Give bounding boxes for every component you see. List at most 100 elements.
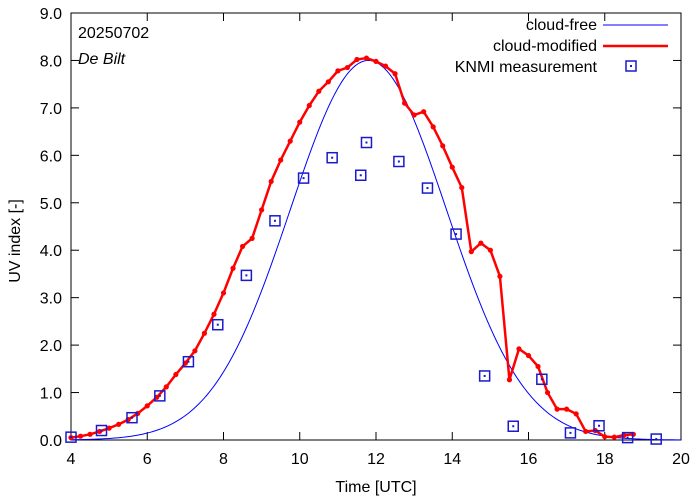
knmi-square-dot [273,219,276,222]
knmi-square [240,269,253,282]
point-cloud-modified [201,330,208,336]
x-tick-label: 8 [219,451,228,468]
knmi-square [154,390,166,402]
x-tick-label: 4 [67,451,76,468]
point-cloud-modified [401,100,408,106]
point-cloud-modified [382,63,389,69]
point-cloud-modified [468,249,474,255]
series-line-cloud-modified [70,56,634,439]
point-cloud-modified [459,184,465,191]
knmi-square-dot [187,360,190,363]
knmi-square [65,431,77,443]
point-cloud-modified [297,119,303,125]
knmi-square-dot [158,394,161,397]
y-axis-ticks: 0.0 1.0 2.0 3.0 4.0 5.0 6.0 7.0 8.0 9.0 [40,6,681,450]
legend-swatch-knmi-dot [630,65,632,67]
knmi-square-dot [100,429,103,432]
point-cloud-modified [573,411,579,417]
point-cloud-modified [421,109,427,115]
point-knmi-measurement [564,427,577,439]
point-knmi-measurement [421,182,434,194]
knmi-square-dot [245,274,248,277]
knmi-square-dot [302,177,305,180]
point-cloud-modified [611,434,617,440]
point-knmi-measurement [126,411,138,424]
x-tick-label: 6 [143,451,152,468]
point-cloud-modified [354,56,360,63]
point-knmi-measurement [297,172,310,184]
knmi-square-dot [397,160,400,163]
point-knmi-measurement [478,370,491,382]
point-cloud-modified [325,79,331,85]
point-cloud-modified [268,178,274,185]
point-cloud-modified [544,389,551,396]
point-cloud-modified [211,311,217,317]
knmi-square [212,318,224,331]
point-knmi-measurement [507,420,519,432]
knmi-square [126,411,138,424]
point-cloud-modified [192,348,198,354]
x-tick-label: 16 [520,451,538,468]
legend: cloud-free cloud-modified KNMI measureme… [455,17,668,76]
knmi-square-dot [455,233,458,236]
knmi-square [182,355,195,368]
point-knmi-measurement [650,433,662,445]
point-cloud-modified [278,157,284,163]
y-tick-label: 2.0 [40,338,62,355]
point-cloud-modified [392,71,398,77]
point-cloud-modified [249,235,255,241]
point-cloud-modified [411,112,417,118]
y-tick-label: 4.0 [40,243,62,260]
point-cloud-modified [497,273,503,279]
legend-label-cloud-modified: cloud-modified [493,38,597,55]
point-cloud-modified [506,377,513,383]
knmi-square-dot [540,378,543,381]
legend-label-knmi-measurement: KNMI measurement [455,59,598,76]
y-tick-label: 5.0 [40,196,62,213]
y-axis-title: UV index [-] [7,199,24,283]
knmi-square-dot [426,187,429,190]
point-knmi-measurement [536,373,548,386]
knmi-square [536,373,548,386]
point-cloud-modified [287,138,293,144]
point-cloud-modified [259,207,265,213]
point-cloud-modified [535,363,541,370]
knmi-square-dot [626,436,629,439]
y-tick-label: 1.0 [40,386,62,403]
series-layer [65,55,682,445]
point-cloud-modified [487,247,493,253]
knmi-square [393,155,405,168]
knmi-square [478,370,491,382]
point-cloud-modified [430,124,436,130]
knmi-square [360,136,373,149]
plot-border [70,12,682,441]
x-tick-label: 14 [443,451,461,468]
point-cloud-modified [116,421,122,427]
legend-swatch-knmi-measurement [625,60,637,72]
y-tick-label: 0.0 [40,433,62,450]
y-tick-label: 7.0 [40,101,62,118]
point-cloud-modified [239,243,246,250]
knmi-square-dot [70,436,72,439]
knmi-square-dot [569,431,572,434]
knmi-square [621,431,634,444]
knmi-square [650,433,662,445]
point-knmi-measurement [95,424,108,437]
point-knmi-measurement [269,215,281,227]
point-knmi-measurement [65,431,77,443]
knmi-square-dot [655,438,658,441]
knmi-square-dot [483,374,486,377]
x-axis-title: Time [UTC] [335,479,416,496]
point-cloud-modified [230,265,236,271]
point-cloud-modified [525,352,532,359]
legend-label-cloud-free: cloud-free [526,17,597,34]
point-knmi-measurement [212,318,224,331]
point-knmi-measurement [393,155,405,168]
x-tick-label: 10 [291,451,309,468]
point-knmi-measurement [240,269,253,282]
knmi-square-dot [216,323,219,326]
date-label: 20250702 [78,25,149,42]
knmi-square [326,151,338,164]
point-cloud-modified [163,384,169,390]
point-cloud-modified [478,240,484,246]
